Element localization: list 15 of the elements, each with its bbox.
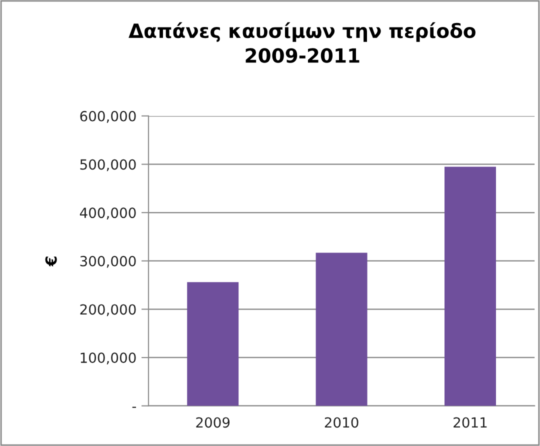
y-axis-title: € (45, 256, 57, 267)
x-tick-label: 2011 (454, 417, 487, 428)
bar (316, 252, 368, 406)
y-tick-label: 200,000 (80, 304, 136, 316)
y-tick-label: - (132, 406, 136, 408)
bar (187, 282, 239, 406)
y-tick-label: 300,000 (80, 256, 136, 268)
chart-title: Δαπάνες καυσίμων την περίοδο 2009-2011 (128, 22, 476, 63)
y-tick-label: 600,000 (80, 110, 136, 123)
y-tick-label: 400,000 (80, 208, 136, 220)
bar (444, 166, 496, 406)
x-tick-label: 2009 (196, 417, 230, 428)
x-tick-label: 2010 (324, 417, 358, 428)
y-tick-label: 100,000 (80, 352, 136, 364)
y-tick-label: 500,000 (80, 159, 136, 172)
